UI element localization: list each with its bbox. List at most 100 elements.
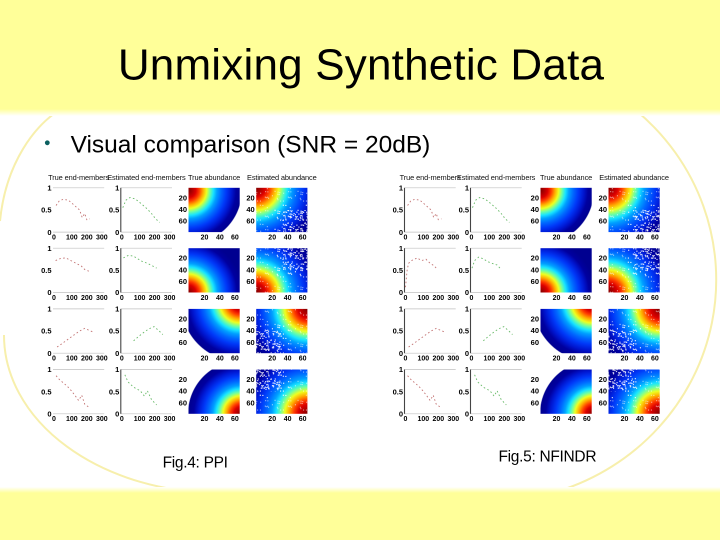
svg-text:60: 60 — [599, 398, 607, 407]
svg-text:200: 200 — [498, 295, 510, 302]
svg-text:40: 40 — [246, 387, 254, 396]
svg-text:0.5: 0.5 — [459, 206, 469, 215]
svg-text:0.5: 0.5 — [41, 266, 51, 275]
svg-text:40: 40 — [284, 295, 292, 302]
svg-text:0: 0 — [120, 416, 124, 423]
svg-text:40: 40 — [284, 416, 292, 423]
svg-text:100: 100 — [483, 295, 495, 302]
svg-text:40: 40 — [216, 295, 224, 302]
svg-text:1: 1 — [115, 305, 119, 314]
svg-text:0.5: 0.5 — [109, 266, 119, 275]
svg-text:0: 0 — [115, 288, 119, 297]
svg-text:20: 20 — [599, 254, 607, 263]
svg-text:200: 200 — [498, 235, 510, 242]
svg-text:0: 0 — [115, 349, 119, 358]
svg-text:0.5: 0.5 — [459, 387, 469, 396]
svg-text:100: 100 — [483, 235, 495, 242]
svg-text:0: 0 — [120, 235, 124, 242]
svg-text:0: 0 — [399, 228, 403, 237]
svg-text:20: 20 — [179, 314, 187, 323]
svg-text:60: 60 — [599, 338, 607, 347]
svg-text:40: 40 — [636, 235, 644, 242]
svg-text:40: 40 — [568, 235, 576, 242]
svg-text:300: 300 — [96, 235, 108, 242]
svg-text:0: 0 — [399, 349, 403, 358]
svg-text:True end-members: True end-members — [48, 173, 109, 182]
svg-text:60: 60 — [531, 398, 539, 407]
svg-text:200: 200 — [81, 416, 93, 423]
svg-text:300: 300 — [447, 416, 459, 423]
svg-text:20: 20 — [179, 193, 187, 202]
svg-text:40: 40 — [179, 326, 187, 335]
svg-text:60: 60 — [231, 235, 239, 242]
svg-text:20: 20 — [531, 375, 539, 384]
svg-text:40: 40 — [284, 356, 292, 363]
svg-text:60: 60 — [583, 356, 591, 363]
svg-text:300: 300 — [513, 235, 525, 242]
svg-text:20: 20 — [246, 375, 254, 384]
svg-text:60: 60 — [531, 338, 539, 347]
svg-text:40: 40 — [179, 387, 187, 396]
svg-text:100: 100 — [66, 416, 78, 423]
svg-text:200: 200 — [149, 356, 161, 363]
svg-text:0: 0 — [47, 349, 51, 358]
svg-text:300: 300 — [447, 356, 459, 363]
svg-text:60: 60 — [179, 277, 187, 286]
svg-text:200: 200 — [432, 356, 444, 363]
svg-text:1: 1 — [47, 305, 51, 314]
svg-text:60: 60 — [179, 217, 187, 226]
svg-text:20: 20 — [531, 314, 539, 323]
svg-text:20: 20 — [179, 375, 187, 384]
svg-text:40: 40 — [179, 205, 187, 214]
svg-text:200: 200 — [432, 416, 444, 423]
svg-text:40: 40 — [246, 265, 254, 274]
svg-text:20: 20 — [553, 235, 561, 242]
svg-text:60: 60 — [299, 356, 307, 363]
svg-text:200: 200 — [149, 295, 161, 302]
svg-text:20: 20 — [599, 375, 607, 384]
svg-text:0.5: 0.5 — [459, 266, 469, 275]
svg-text:True abundance: True abundance — [188, 173, 240, 182]
svg-text:40: 40 — [179, 265, 187, 274]
svg-text:100: 100 — [134, 235, 146, 242]
svg-text:Estimated abundance: Estimated abundance — [599, 173, 669, 182]
svg-text:20: 20 — [201, 295, 209, 302]
svg-text:200: 200 — [149, 235, 161, 242]
svg-text:0: 0 — [115, 228, 119, 237]
svg-text:200: 200 — [81, 235, 93, 242]
svg-text:60: 60 — [651, 295, 659, 302]
svg-text:100: 100 — [66, 235, 78, 242]
svg-text:0.5: 0.5 — [41, 206, 51, 215]
svg-text:0: 0 — [470, 416, 474, 423]
svg-text:0.5: 0.5 — [41, 327, 51, 336]
svg-text:0: 0 — [47, 228, 51, 237]
svg-text:0: 0 — [470, 295, 474, 302]
svg-text:20: 20 — [553, 416, 561, 423]
svg-text:0: 0 — [52, 235, 56, 242]
svg-text:40: 40 — [284, 235, 292, 242]
svg-text:20: 20 — [621, 235, 629, 242]
svg-text:40: 40 — [636, 356, 644, 363]
svg-text:40: 40 — [636, 295, 644, 302]
svg-text:300: 300 — [164, 235, 176, 242]
svg-text:20: 20 — [268, 235, 276, 242]
svg-text:20: 20 — [268, 295, 276, 302]
svg-text:20: 20 — [268, 416, 276, 423]
svg-text:20: 20 — [201, 416, 209, 423]
svg-text:60: 60 — [246, 277, 254, 286]
svg-text:0: 0 — [465, 349, 469, 358]
svg-text:20: 20 — [268, 356, 276, 363]
svg-text:200: 200 — [149, 416, 161, 423]
svg-text:300: 300 — [513, 295, 525, 302]
svg-text:20: 20 — [201, 235, 209, 242]
svg-text:40: 40 — [531, 265, 539, 274]
svg-text:200: 200 — [498, 416, 510, 423]
svg-text:0: 0 — [47, 288, 51, 297]
svg-text:60: 60 — [299, 235, 307, 242]
svg-text:0.5: 0.5 — [393, 266, 403, 275]
svg-text:60: 60 — [583, 235, 591, 242]
svg-text:40: 40 — [636, 416, 644, 423]
svg-text:20: 20 — [531, 254, 539, 263]
svg-text:0.5: 0.5 — [41, 387, 51, 396]
svg-text:0.5: 0.5 — [393, 206, 403, 215]
